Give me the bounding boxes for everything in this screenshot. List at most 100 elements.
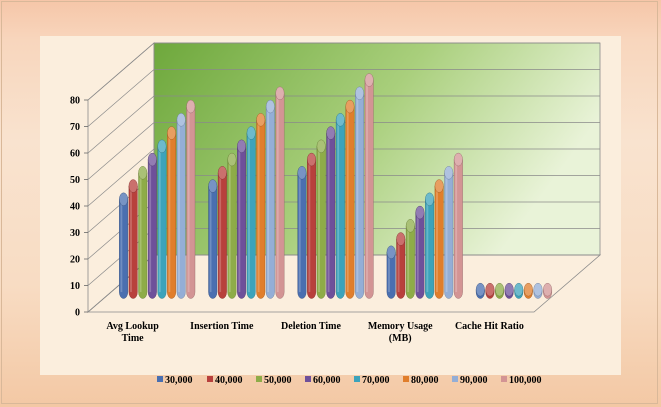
bar-top [405, 219, 415, 233]
bar-top [514, 282, 524, 297]
bar-highlight [346, 106, 349, 293]
bar [217, 166, 227, 299]
y-tick-label: 60 [70, 149, 80, 160]
bar-top [128, 179, 138, 193]
bar-top [326, 126, 336, 140]
bar-top [364, 73, 374, 87]
bar-highlight [388, 252, 390, 293]
legend-swatch [305, 376, 311, 382]
bar-top [147, 152, 157, 167]
bar-top [157, 139, 167, 154]
bar-top [256, 113, 266, 127]
bar-top [425, 192, 434, 207]
bar-highlight [228, 159, 231, 293]
legend-swatch [157, 376, 163, 382]
legend-item: 60,000 [305, 375, 341, 386]
bar-highlight [267, 106, 270, 293]
bar-top [504, 282, 514, 297]
legend-swatch [256, 376, 262, 382]
bar [307, 152, 316, 299]
bar [208, 179, 218, 299]
bar [543, 282, 552, 299]
x-axis-categories: Avg Lookup Time Insertion Time Deletion Tim… [106, 321, 523, 344]
bar-highlight [248, 133, 250, 293]
gridline-side [87, 148, 155, 207]
legend-label: 80,000 [411, 375, 439, 386]
bar-highlight [209, 186, 212, 293]
bar-top [345, 99, 355, 114]
legend-swatch [207, 376, 213, 382]
bar-highlight [327, 133, 330, 293]
legend-label: 70,000 [362, 375, 390, 386]
y-tick-label: 20 [70, 255, 80, 266]
bar-highlight [120, 199, 123, 293]
bar-highlight [178, 119, 180, 293]
bar [495, 282, 504, 299]
bar-top [444, 166, 454, 180]
bar [345, 99, 355, 299]
y-tick-label: 50 [70, 175, 80, 186]
legend-label: 60,000 [313, 375, 341, 386]
y-axis-ticks: 0 10 20 30 40 50 60 70 80 [70, 96, 80, 319]
y-tick-label: 0 [75, 308, 80, 319]
legend-swatch [501, 376, 507, 382]
bar-top [453, 152, 463, 167]
bar-top [434, 179, 444, 193]
y-tick-label: 70 [70, 122, 80, 133]
bar [386, 245, 396, 299]
bar-top [297, 166, 307, 180]
bar-highlight [426, 199, 429, 293]
gridline-side [87, 69, 155, 127]
bar-highlight [436, 186, 438, 293]
bar-top [246, 126, 256, 140]
bar-top [396, 232, 406, 246]
bar-highlight [416, 212, 419, 293]
bar-highlight [298, 172, 301, 293]
bar-top [217, 166, 227, 180]
bar [316, 139, 326, 299]
category-label: Cache Hit Ratio [455, 321, 524, 332]
bar-top [415, 205, 425, 220]
bar [396, 232, 406, 299]
category-label: Deletion Time [281, 321, 341, 332]
bar [326, 126, 336, 299]
legend-swatch [452, 376, 458, 382]
bar-top [386, 245, 396, 260]
bar [335, 113, 345, 299]
category-label: Insertion Time [190, 321, 254, 332]
bar [237, 139, 247, 299]
legend-label: 90,000 [460, 375, 488, 386]
bar [119, 192, 129, 299]
bar [533, 282, 543, 299]
bar-highlight [276, 93, 279, 293]
bar [167, 126, 177, 299]
legend-item: 80,000 [403, 375, 439, 386]
bar-highlight [337, 119, 340, 293]
bar-top [138, 166, 148, 180]
bar [475, 282, 485, 299]
gridline-side [87, 42, 155, 101]
bar-highlight [187, 106, 190, 293]
bar [504, 282, 514, 299]
legend-label: 100,000 [509, 375, 542, 386]
bar-top [119, 192, 129, 207]
category-label: Avg Lookup Time [106, 321, 159, 344]
bar-highlight [219, 172, 222, 293]
bar [256, 113, 266, 299]
bar-top [265, 99, 275, 114]
category-label: Memory Usage (MB) [368, 321, 433, 344]
bar [444, 166, 454, 299]
bar-highlight [139, 172, 142, 293]
legend-item: 30,000 [157, 375, 193, 386]
bar-top [307, 152, 316, 167]
bar [265, 99, 275, 299]
bar [405, 219, 415, 299]
bar-highlight [308, 159, 311, 293]
bar-top [495, 282, 504, 297]
bar [275, 86, 285, 299]
legend-item: 100,000 [501, 375, 542, 386]
bar [415, 205, 425, 299]
y-tick-label: 10 [70, 281, 80, 292]
